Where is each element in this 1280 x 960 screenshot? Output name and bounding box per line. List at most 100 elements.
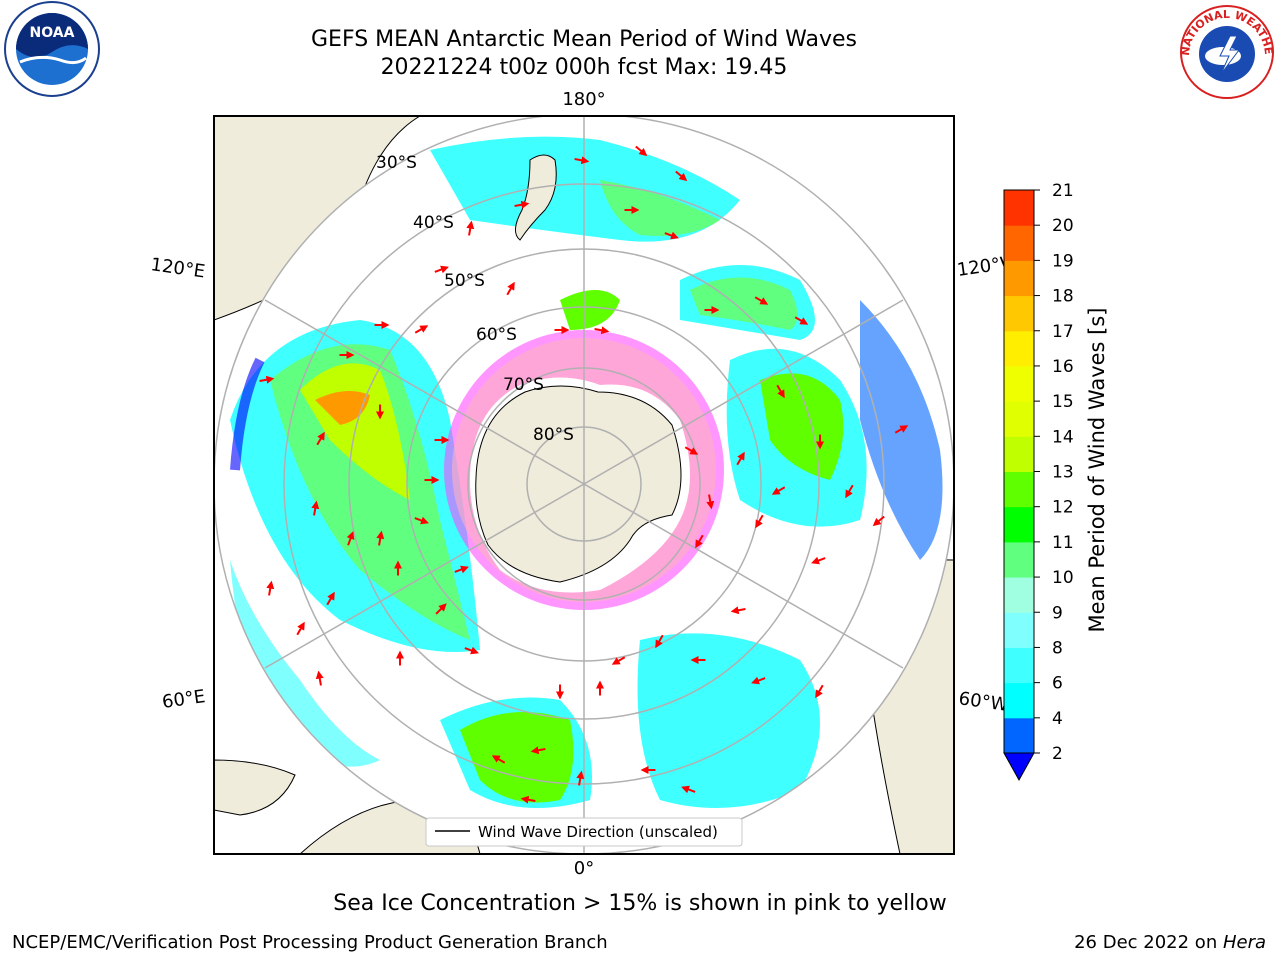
chart-title: GEFS MEAN Antarctic Mean Period of Wind …	[311, 27, 857, 52]
colorbar-tick-label: 15	[1052, 392, 1074, 412]
meridian-label-0: 0°	[574, 858, 594, 879]
colorbar-segment	[1004, 506, 1034, 543]
colorbar-tick-label: 11	[1052, 533, 1074, 553]
colorbar-segment	[1004, 401, 1034, 437]
date-prefix: 26 Dec 2022 on	[1074, 932, 1223, 953]
wind-wave-arrow	[259, 375, 275, 384]
wind-wave-arrow	[326, 591, 335, 606]
colorbar-segment	[1004, 365, 1034, 402]
wind-wave-arrow	[730, 606, 746, 615]
wind-wave-arrow	[514, 200, 530, 209]
map-content	[214, 116, 954, 854]
parallel-label-40s: 40°S	[413, 213, 454, 233]
noaa-logo: NOAA	[4, 1, 100, 97]
wind-wave-arrow	[811, 556, 826, 565]
wind-wave-arrow	[664, 231, 679, 240]
meridian-label-60e: 60°E	[161, 686, 207, 713]
wind-wave-arrow	[695, 534, 704, 549]
date-system: Hera	[1222, 932, 1266, 953]
colorbar-segment	[1004, 612, 1034, 648]
colorbar-segment	[1004, 471, 1034, 508]
colorbar-segment	[1004, 295, 1034, 332]
meridian-label-180: 180°	[562, 89, 605, 110]
colorbar-segment	[1004, 225, 1034, 261]
colorbar-tick-label: 4	[1052, 709, 1063, 729]
colorbar-tick-label: 6	[1052, 674, 1063, 694]
wind-wave-arrow	[466, 220, 475, 236]
colorbar-segment	[1004, 577, 1034, 613]
parallel-label-50s: 50°S	[444, 271, 485, 291]
graticule	[214, 116, 954, 854]
colorbar-tick-label: 10	[1052, 568, 1074, 588]
wind-wave-arrow	[574, 156, 590, 165]
wind-wave-arrow	[655, 634, 664, 649]
parallel-label-30s: 30°S	[376, 153, 417, 173]
colorbar-tick-label: 21	[1052, 181, 1074, 201]
parallel-label-80s: 80°S	[533, 425, 574, 445]
colorbar-tick-label: 17	[1052, 322, 1074, 342]
wind-wave-arrows	[259, 145, 909, 804]
legend-label: Wind Wave Direction (unscaled)	[478, 823, 718, 841]
colorbar-title: Mean Period of Wind Waves [s]	[1085, 307, 1109, 633]
colorbar-segment	[1004, 330, 1034, 367]
land-madagascar	[214, 759, 296, 816]
parallel-label-60s: 60°S	[476, 325, 517, 345]
wind-wave-arrow	[464, 646, 479, 655]
wind-wave-arrow	[794, 316, 809, 325]
sea-ice-caption: Sea Ice Concentration > 15% is shown in …	[333, 891, 947, 916]
colorbar-segment	[1004, 541, 1034, 578]
wind-wave-arrow	[435, 603, 447, 615]
noaa-logo-text: NOAA	[30, 25, 75, 41]
wind-wave-arrow	[266, 580, 275, 596]
wind-wave-arrow	[681, 785, 696, 794]
wind-wave-arrow	[454, 565, 469, 574]
nws-logo: NATIONAL WEATHER SERVICE	[1175, 0, 1275, 99]
colorbar-tick-label: 2	[1052, 744, 1063, 764]
wind-wave-arrow	[434, 265, 449, 274]
colorbar-under-triangle	[1003, 752, 1035, 782]
date-text: 26 Dec 2022 on Hera	[1074, 932, 1266, 953]
wind-wave-arrow	[594, 326, 610, 335]
wind-wave-arrow	[346, 531, 355, 546]
wind-wave-arrow	[776, 384, 785, 399]
wind-wave-arrow	[315, 670, 324, 686]
colorbar-segment	[1004, 647, 1034, 684]
colorbar-tick-label: 16	[1052, 357, 1074, 377]
colorbar-tick-label: 8	[1052, 638, 1063, 658]
wind-wave-arrow	[771, 486, 786, 495]
wind-wave-arrow	[675, 170, 688, 182]
wind-wave-arrow	[520, 795, 536, 804]
wind-wave-arrow	[311, 500, 320, 516]
colorbar-tick-label: 13	[1052, 463, 1074, 483]
wind-wave-arrow	[376, 530, 385, 546]
wind-wave-arrow	[491, 755, 506, 764]
wind-wave-arrow	[751, 676, 766, 685]
wind-wave-arrow	[506, 281, 515, 296]
wind-wave-arrow	[684, 446, 699, 455]
wind-wave-arrow	[530, 746, 546, 755]
wind-wave-arrow	[414, 516, 429, 525]
wind-wave-arrow	[635, 145, 648, 157]
colorbar-tick-label: 20	[1052, 216, 1074, 236]
colorbar-tick-label: 12	[1052, 498, 1074, 518]
colorbar-tick-label: 18	[1052, 287, 1074, 307]
wind-wave-arrow	[414, 325, 429, 334]
wind-wave-arrow	[706, 494, 715, 510]
colorbar-segment	[1004, 190, 1034, 226]
colorbar-tick-label: 9	[1052, 603, 1063, 623]
wind-wave-arrow	[755, 514, 764, 529]
wind-wave-arrow	[611, 656, 626, 665]
meridian-label-60w: 60°W	[957, 688, 1009, 716]
wind-wave-arrow	[296, 621, 305, 636]
colorbar-tick-label: 14	[1052, 427, 1074, 447]
map-frame	[213, 115, 955, 855]
wind-wave-arrow	[845, 484, 854, 499]
colorbar-segment	[1004, 260, 1034, 297]
parallel-label-70s: 70°S	[503, 375, 544, 395]
wind-wave-arrow	[894, 425, 909, 434]
meridian-label-120e: 120°E	[149, 254, 206, 282]
wind-wave-arrow	[754, 296, 769, 305]
colorbar-segment	[1004, 436, 1034, 472]
credit-text: NCEP/EMC/Verification Post Processing Pr…	[12, 932, 608, 953]
